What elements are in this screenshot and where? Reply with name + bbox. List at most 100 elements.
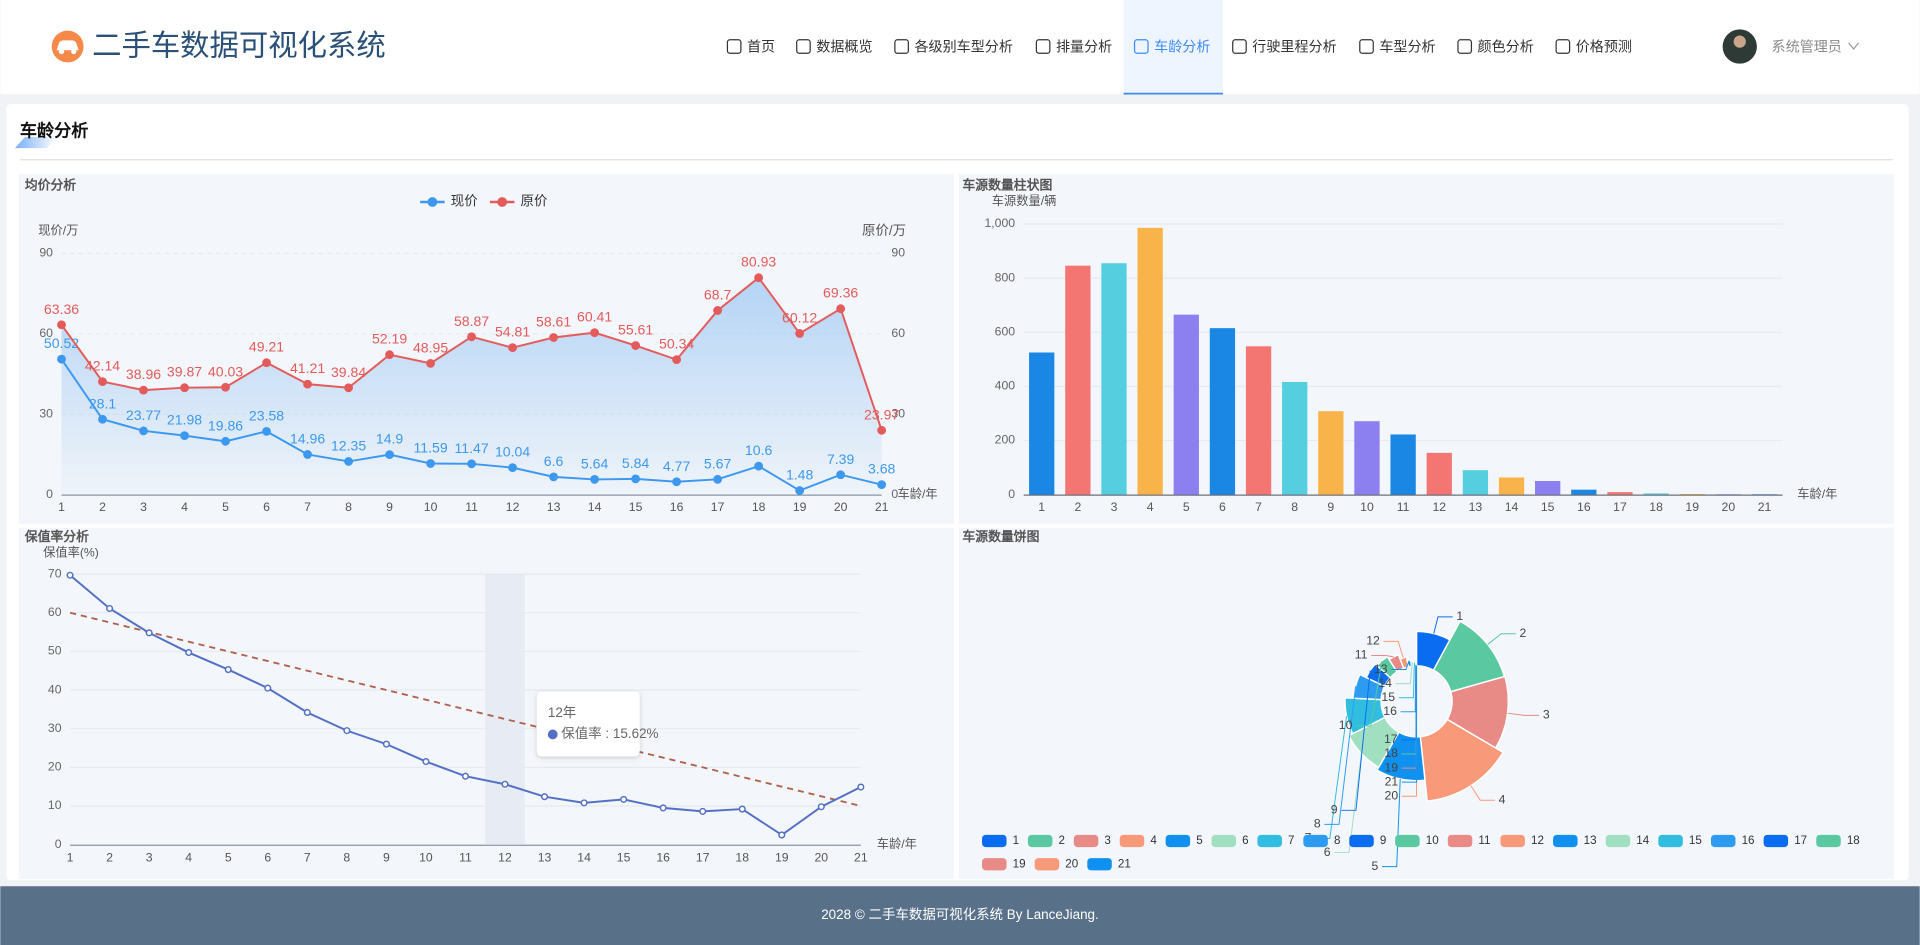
legend-label[interactable]: 4 xyxy=(1150,834,1157,847)
slice-label: 13 xyxy=(1374,662,1388,676)
legend-item[interactable]: 11 xyxy=(1447,834,1491,848)
data-label: 19.86 xyxy=(208,417,243,433)
legend-label[interactable]: 10 xyxy=(1426,834,1439,847)
x-tick-label: 5 xyxy=(1183,500,1190,514)
data-point xyxy=(713,474,723,484)
nav-icon xyxy=(1232,39,1247,54)
legend-label[interactable]: 16 xyxy=(1742,834,1755,847)
x-tick-label: 7 xyxy=(304,850,311,864)
legend-item[interactable]: 9 xyxy=(1349,834,1386,848)
legend-label[interactable]: 6 xyxy=(1242,834,1248,847)
legend-item[interactable]: 16 xyxy=(1710,834,1755,848)
data-point xyxy=(795,329,805,338)
legend-item[interactable]: 13 xyxy=(1553,834,1597,848)
legend-item[interactable]: 5 xyxy=(1165,834,1203,848)
legend-label[interactable]: 19 xyxy=(1013,857,1026,870)
legend-label[interactable]: 17 xyxy=(1794,834,1807,847)
legend-label[interactable]: 1 xyxy=(1013,834,1019,847)
nav-item[interactable]: 数据概览 xyxy=(796,38,873,54)
x-axis-name: 车龄/年 xyxy=(898,486,938,501)
legend-label[interactable]: 11 xyxy=(1478,834,1490,847)
nav-label[interactable]: 排量分析 xyxy=(1056,38,1112,54)
legend-swatch xyxy=(982,834,1007,848)
nav-item[interactable]: 首页 xyxy=(726,38,775,54)
chart-title: 保值率分析 xyxy=(24,529,89,544)
nav-label[interactable]: 车龄分析 xyxy=(1154,38,1210,54)
data-point xyxy=(344,457,353,466)
nav-icon xyxy=(1359,39,1374,54)
data-point xyxy=(461,772,470,780)
nav-item[interactable]: 车型分析 xyxy=(1359,38,1436,54)
y2-axis-name: 原价/万 xyxy=(862,223,906,238)
nav-item[interactable]: 各级别车型分析 xyxy=(894,38,1013,54)
legend-item[interactable]: 4 xyxy=(1119,834,1158,848)
legend-label[interactable]: 9 xyxy=(1380,834,1386,847)
data-point xyxy=(795,486,805,495)
chevron xyxy=(1848,42,1859,50)
x-tick-label: 18 xyxy=(752,500,766,514)
x-tick-label: 1 xyxy=(58,500,65,514)
data-label: 63.36 xyxy=(44,301,79,317)
legend-label[interactable]: 13 xyxy=(1584,834,1597,847)
slice-label: 5 xyxy=(1372,859,1379,873)
y-tick-label: 20 xyxy=(48,760,62,774)
x-tick-label: 2 xyxy=(99,500,106,514)
data-point xyxy=(549,472,559,482)
data-label: 39.87 xyxy=(167,364,202,380)
nav-label[interactable]: 车型分析 xyxy=(1379,38,1435,54)
legend-item[interactable]: 3 xyxy=(1073,834,1111,848)
nav-item[interactable]: 颜色分析 xyxy=(1457,38,1534,54)
legend-label[interactable]: 14 xyxy=(1636,834,1649,847)
legend-label[interactable]: 2 xyxy=(1059,834,1065,847)
x-tick-label: 7 xyxy=(304,500,311,514)
legend-label[interactable]: 7 xyxy=(1288,834,1294,847)
legend-item[interactable]: 10 xyxy=(1395,834,1439,848)
legend-item[interactable]: 12 xyxy=(1500,834,1544,848)
panel xyxy=(958,527,1894,879)
nav-label[interactable]: 行驶里程分析 xyxy=(1252,38,1336,54)
nav-label[interactable]: 颜色分析 xyxy=(1478,38,1534,54)
legend-item[interactable]: 7 xyxy=(1257,834,1295,848)
data-point xyxy=(778,831,786,839)
legend-item[interactable]: 2 xyxy=(1027,834,1065,848)
x-tick-label: 2 xyxy=(1074,500,1081,514)
user-name[interactable]: 系统管理员 xyxy=(1772,38,1842,54)
hover-band xyxy=(485,574,525,845)
data-label: 58.87 xyxy=(454,313,489,329)
legend-item[interactable]: 8 xyxy=(1303,834,1340,848)
legend-item[interactable]: 1 xyxy=(982,834,1019,848)
nav-label[interactable]: 首页 xyxy=(747,38,775,54)
legend-item[interactable]: 6 xyxy=(1211,834,1249,848)
legend-label[interactable]: 18 xyxy=(1847,834,1860,847)
nav-item[interactable]: 排量分析 xyxy=(1035,38,1112,54)
nav-label[interactable]: 价格预测 xyxy=(1576,38,1632,54)
legend-item[interactable]: 14 xyxy=(1605,834,1650,848)
legend-item[interactable]: 15 xyxy=(1658,834,1702,848)
legend-marker xyxy=(427,197,438,207)
legend-label[interactable]: 3 xyxy=(1104,834,1110,847)
legend-item[interactable]: 17 xyxy=(1763,834,1808,848)
user-menu[interactable]: 系统管理员 xyxy=(1722,29,1859,64)
legend-swatch xyxy=(1816,834,1841,848)
legend-item[interactable]: 21 xyxy=(1087,857,1131,871)
legend-item[interactable]: 18 xyxy=(1816,834,1860,848)
legend-item[interactable]: 20 xyxy=(1034,857,1079,871)
legend-label[interactable]: 5 xyxy=(1196,834,1202,847)
legend-label[interactable]: 15 xyxy=(1689,834,1702,847)
x-tick-label: 8 xyxy=(345,500,352,514)
legend-item[interactable]: 19 xyxy=(982,857,1026,871)
legend-label[interactable]: 12 xyxy=(1531,834,1544,847)
x-tick-label: 9 xyxy=(383,850,390,864)
y-tick-label: 10 xyxy=(48,798,62,812)
nav-label[interactable]: 各级别车型分析 xyxy=(914,38,1012,54)
legend-label[interactable]: 8 xyxy=(1334,834,1340,847)
nav-item[interactable]: 行驶里程分析 xyxy=(1232,38,1337,54)
nav-label[interactable]: 数据概览 xyxy=(816,38,872,54)
data-label: 55.61 xyxy=(618,322,653,338)
data-label: 60.41 xyxy=(577,309,612,325)
legend-label[interactable]: 20 xyxy=(1065,857,1078,870)
nav-item[interactable]: 价格预测 xyxy=(1555,38,1632,54)
nav-item[interactable]: 车龄分析 xyxy=(1123,0,1223,95)
legend-label[interactable]: 21 xyxy=(1118,857,1131,870)
